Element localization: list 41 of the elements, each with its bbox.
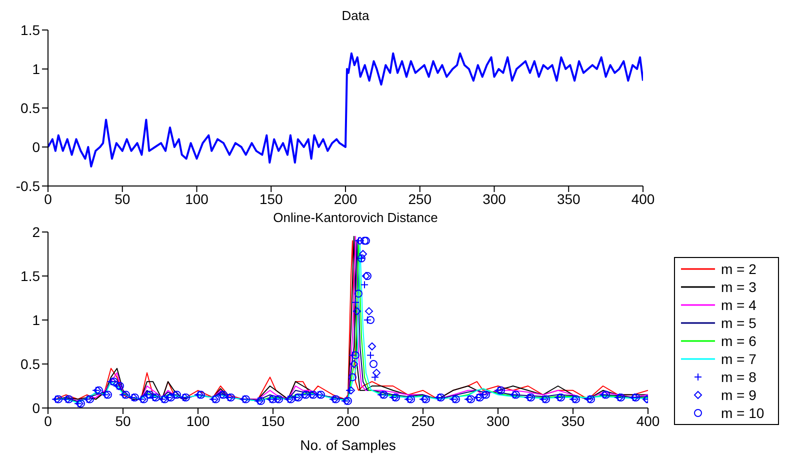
y-tick-label: 0.5 [20,356,40,372]
line-series [48,52,643,168]
y-tick-label: 0 [32,138,40,155]
x-tick-label: 150 [261,412,285,429]
y-tick-label: 0.5 [20,100,40,116]
x-tick-label: 350 [556,190,581,207]
legend-label: m = 5 [721,315,756,331]
y-tick-label: 1 [32,60,40,77]
y-tick-label: -0.5 [16,178,40,194]
y-tick-label: 0 [32,400,40,416]
chart-title: Data [342,8,370,23]
legend-label: m = 3 [721,279,756,295]
x-tick-label: 50 [115,412,131,429]
legend-label: m = 9 [721,387,756,403]
x-tick-label: 0 [44,190,52,207]
x-tick-label: 300 [486,412,510,429]
legend-label: m = 7 [721,351,756,367]
legend-label: m = 4 [721,297,756,313]
chart-title: Online-Kantorovich Distance [273,210,438,225]
x-tick-label: 0 [44,412,52,429]
y-tick-label: 1.5 [20,268,40,284]
legend-label: m = 10 [721,405,764,421]
y-tick-label: 1 [32,312,40,328]
x-tick-label: 400 [636,412,660,429]
x-tick-label: 200 [334,190,358,207]
x-tick-label: 300 [482,190,506,207]
x-tick-label: 400 [631,190,655,207]
y-tick-label: 2 [32,224,40,240]
legend-label: m = 8 [721,369,756,385]
x-tick-label: 50 [114,190,130,207]
x-tick-label: 350 [561,412,585,429]
legend-label: m = 2 [721,261,756,277]
x-tick-label: 200 [336,412,360,429]
x-axis-title: No. of Samples [300,437,396,453]
legend-label: m = 6 [721,333,756,349]
x-tick-label: 150 [259,190,284,207]
x-tick-label: 100 [185,190,209,207]
y-tick-label: 1.5 [20,22,40,38]
x-tick-label: 250 [408,190,432,207]
x-tick-label: 100 [186,412,210,429]
x-tick-label: 250 [411,412,435,429]
